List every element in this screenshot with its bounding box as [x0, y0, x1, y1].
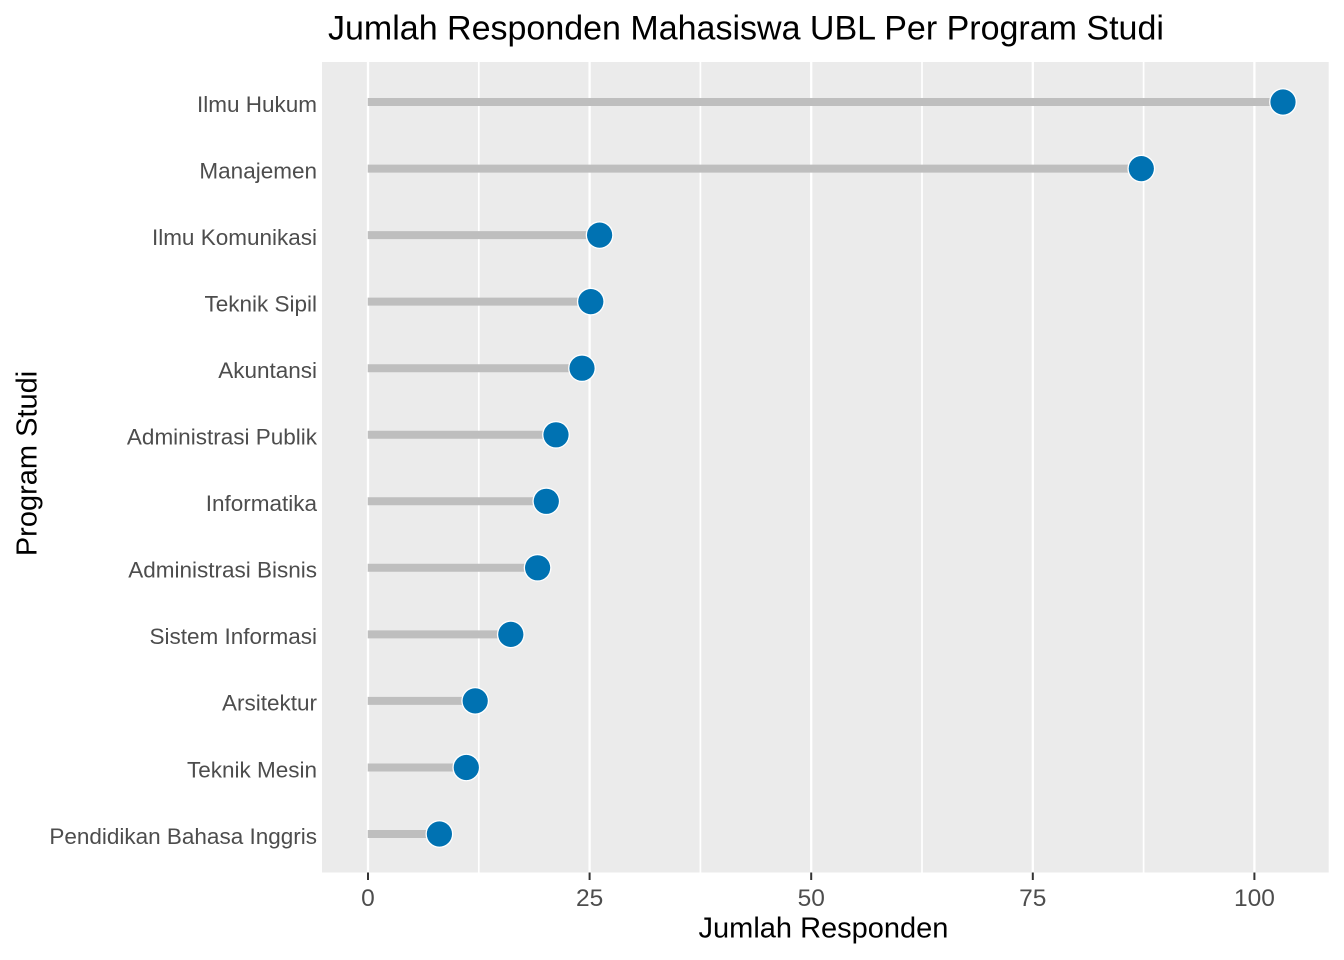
svg-text:25: 25 [576, 885, 603, 912]
svg-text:Arsitektur: Arsitektur [222, 691, 318, 716]
svg-text:Manajemen: Manajemen [199, 158, 317, 183]
svg-text:Teknik Mesin: Teknik Mesin [187, 757, 317, 782]
svg-text:75: 75 [1019, 885, 1046, 912]
svg-text:Ilmu Komunikasi: Ilmu Komunikasi [152, 225, 317, 250]
svg-text:0: 0 [361, 885, 375, 912]
svg-text:Ilmu Hukum: Ilmu Hukum [197, 92, 317, 117]
svg-text:100: 100 [1234, 885, 1275, 912]
svg-text:Akuntansi: Akuntansi [218, 358, 317, 383]
svg-text:Administrasi Publik: Administrasi Publik [127, 425, 318, 450]
svg-text:Jumlah Responden Mahasiswa UBL: Jumlah Responden Mahasiswa UBL Per Progr… [328, 10, 1164, 48]
svg-text:Informatika: Informatika [206, 491, 318, 516]
svg-text:Pendidikan Bahasa Inggris: Pendidikan Bahasa Inggris [49, 824, 317, 849]
svg-text:50: 50 [798, 885, 825, 912]
svg-text:Jumlah Responden: Jumlah Responden [699, 912, 949, 944]
svg-text:Teknik Sipil: Teknik Sipil [204, 291, 317, 316]
svg-text:Administrasi Bisnis: Administrasi Bisnis [128, 558, 317, 583]
svg-text:Sistem Informasi: Sistem Informasi [149, 624, 317, 649]
svg-text:Program Studi: Program Studi [12, 371, 44, 556]
